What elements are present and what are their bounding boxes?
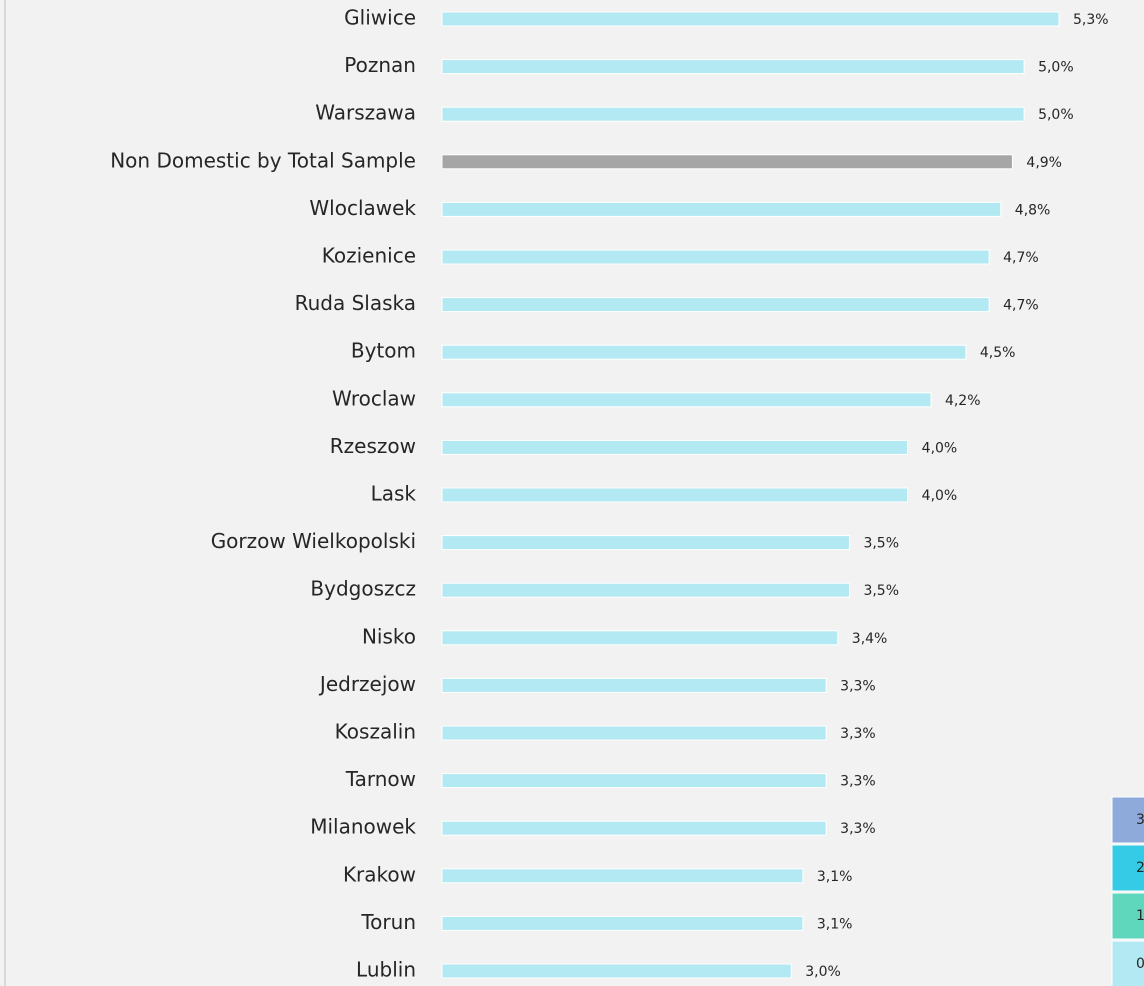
bar xyxy=(441,59,1025,75)
bar xyxy=(441,392,932,408)
value-label: 3,3% xyxy=(840,821,876,837)
category-label: Kozienice xyxy=(322,244,416,268)
value-label: 3,4% xyxy=(852,631,888,647)
value-label: 3,3% xyxy=(840,678,876,694)
bar xyxy=(441,677,827,693)
value-label: 3,1% xyxy=(817,869,853,885)
bar xyxy=(441,201,1002,217)
legend-label: 1 xyxy=(1136,908,1144,924)
category-label: Poznan xyxy=(344,53,416,77)
category-label: Bytom xyxy=(351,339,416,363)
bar xyxy=(441,154,1013,170)
bar xyxy=(441,582,850,598)
category-label: Torun xyxy=(360,910,416,934)
value-label: 3,3% xyxy=(840,774,876,790)
bar xyxy=(441,820,827,836)
category-label: Lublin xyxy=(356,958,416,982)
legend-swatch xyxy=(1111,892,1144,940)
category-label: Koszalin xyxy=(335,720,416,744)
value-label: 4,8% xyxy=(1015,202,1051,218)
value-label: 5,0% xyxy=(1038,60,1074,76)
bar xyxy=(441,487,909,503)
category-label: Krakow xyxy=(343,862,416,886)
category-label: Nisko xyxy=(362,624,416,648)
value-label: 3,3% xyxy=(840,726,876,742)
value-label: 4,2% xyxy=(945,393,981,409)
category-label: Bydgoszcz xyxy=(310,577,416,601)
value-label: 5,0% xyxy=(1038,107,1074,123)
bar xyxy=(441,344,967,360)
bar xyxy=(441,297,990,313)
category-label: Rzeszow xyxy=(330,434,416,458)
value-label: 4,9% xyxy=(1026,155,1062,171)
bar xyxy=(441,249,990,265)
category-label: Jedrzejow xyxy=(318,672,416,696)
bar xyxy=(441,439,909,455)
bar xyxy=(441,630,839,646)
value-label: 4,0% xyxy=(922,440,958,456)
bar xyxy=(441,773,827,789)
category-label: Wroclaw xyxy=(332,386,416,410)
category-label: Milanowek xyxy=(310,815,416,839)
value-label: 5,3% xyxy=(1073,12,1109,28)
bar xyxy=(441,868,804,884)
category-label: Warszawa xyxy=(315,101,416,125)
category-label: Wloclawek xyxy=(309,196,416,220)
value-label: 3,5% xyxy=(863,536,899,552)
category-label: Tarnow xyxy=(345,767,416,791)
category-label: Gorzow Wielkopolski xyxy=(211,529,416,553)
legend-swatch xyxy=(1111,940,1144,986)
bar xyxy=(441,535,850,551)
category-label: Ruda Slaska xyxy=(295,291,416,315)
value-label: 3,0% xyxy=(805,964,841,980)
category-label: Lask xyxy=(371,482,417,506)
legend-swatch xyxy=(1111,844,1144,892)
value-label: 4,0% xyxy=(922,488,958,504)
bar xyxy=(441,11,1060,27)
category-label: Gliwice xyxy=(344,6,416,30)
legend-label: 2 xyxy=(1136,860,1144,876)
value-label: 4,7% xyxy=(1003,250,1039,266)
value-label: 4,5% xyxy=(980,345,1016,361)
legend-label: 0 xyxy=(1136,956,1144,972)
bar xyxy=(441,915,804,931)
bar xyxy=(441,106,1025,122)
bar xyxy=(441,963,792,979)
legend-swatch xyxy=(1111,796,1144,844)
value-label: 3,5% xyxy=(863,583,899,599)
value-label: 4,7% xyxy=(1003,298,1039,314)
bar xyxy=(441,725,827,741)
legend-label: 3 xyxy=(1136,812,1144,828)
value-label: 3,1% xyxy=(817,916,853,932)
category-label: Non Domestic by Total Sample xyxy=(110,148,416,172)
